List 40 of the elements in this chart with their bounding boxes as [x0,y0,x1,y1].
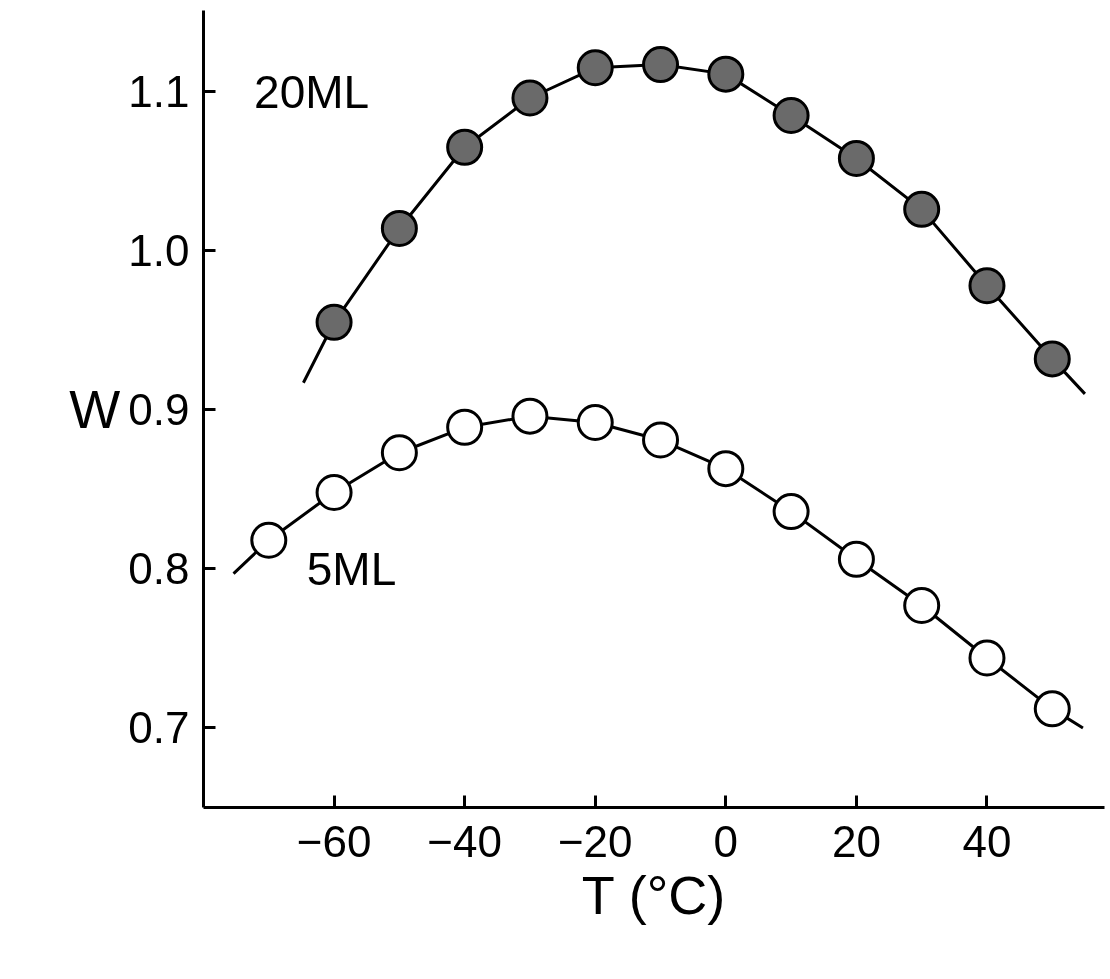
point [772,493,810,531]
point [837,139,875,177]
x-tick-label: −20 [557,816,633,866]
point [315,303,353,341]
x-axis-title: T (°C) [581,864,726,925]
series-label: 20ML [254,66,370,119]
point [511,397,549,435]
point [903,587,941,624]
series-label: 5ML [306,543,397,596]
point [1033,340,1071,378]
point [380,209,418,247]
y-axis-title: W [69,379,121,439]
point [642,421,680,459]
point [707,450,745,488]
x-tick-label: 40 [962,816,1012,866]
point [446,128,484,166]
y-tick-label: 0.8 [128,544,190,594]
x-tick-label: −60 [296,816,372,866]
point [576,404,614,441]
x-tick-label: 0 [713,816,739,866]
y-tick-label: 1.0 [128,226,190,276]
point [250,521,288,559]
point [446,408,484,446]
point [511,79,549,117]
point [707,55,745,93]
point [837,540,875,578]
point [772,97,810,134]
point [380,434,418,472]
point [968,267,1006,305]
point [903,190,941,228]
x-tick-label: 20 [831,816,881,866]
y-tick-label: 1.1 [128,67,190,117]
y-tick-label: 0.7 [128,703,190,753]
point [1033,690,1071,728]
y-tick-label: 0.9 [128,385,190,435]
point [968,639,1006,677]
x-tick-label: −40 [427,816,502,866]
point [576,49,614,87]
point [315,474,353,511]
point [642,46,680,84]
